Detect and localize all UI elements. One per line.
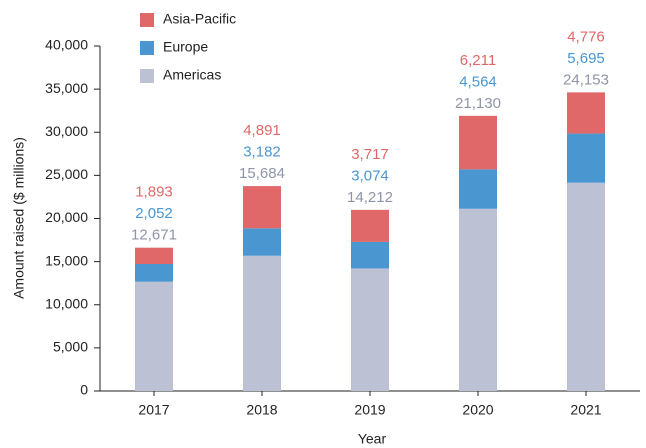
legend-label: Americas (163, 67, 221, 83)
x-tick-label: 2017 (138, 402, 169, 418)
bar-segment (243, 255, 281, 391)
bar-segment (459, 115, 497, 170)
legend-label: Europe (163, 39, 208, 55)
value-label: 12,671 (131, 227, 177, 244)
bar-segment (243, 228, 281, 256)
bar-segment (135, 281, 173, 391)
value-label: 1,893 (135, 184, 173, 201)
value-label: 3,074 (351, 167, 389, 184)
bar-segment (351, 268, 389, 391)
value-label: 5,695 (567, 50, 605, 67)
bar-segment (459, 208, 497, 391)
legend-swatch (140, 41, 154, 55)
value-label: 2,052 (135, 205, 173, 222)
value-label: 24,153 (563, 71, 609, 88)
legend-swatch (140, 13, 154, 27)
value-label: 14,212 (347, 189, 393, 206)
bar-segment (351, 209, 389, 242)
value-label: 4,564 (459, 73, 497, 90)
value-label: 15,684 (239, 165, 285, 182)
y-tick-label: 20,000 (45, 209, 88, 225)
value-label: 4,891 (243, 122, 281, 139)
x-tick-label: 2020 (462, 402, 493, 418)
y-axis-label: Amount raised ($ millions) (11, 137, 27, 299)
y-tick-label: 5,000 (53, 339, 88, 355)
y-tick-label: 0 (80, 382, 88, 398)
x-tick-label: 2018 (246, 402, 277, 418)
bar-segment (459, 169, 497, 209)
value-label: 6,211 (460, 52, 496, 69)
value-label: 3,182 (243, 144, 281, 161)
bar-segment (243, 186, 281, 229)
bar-segment (567, 182, 605, 391)
bar-segment (567, 133, 605, 183)
y-tick-label: 30,000 (45, 123, 88, 139)
legend-swatch (140, 69, 154, 83)
bar-segment (351, 241, 389, 269)
x-tick-label: 2021 (570, 402, 601, 418)
legend-label: Asia-Pacific (163, 11, 236, 27)
value-label: 3,717 (351, 146, 389, 163)
bar-segment (135, 264, 173, 282)
x-axis-label: Year (358, 431, 387, 447)
y-tick-label: 10,000 (45, 295, 88, 311)
y-tick-label: 35,000 (45, 80, 88, 96)
y-tick-label: 40,000 (45, 37, 88, 53)
bar-segment (567, 92, 605, 134)
y-tick-label: 25,000 (45, 166, 88, 182)
y-tick-label: 15,000 (45, 252, 88, 268)
bar-segment (135, 247, 173, 265)
value-label: 21,130 (455, 95, 501, 112)
value-label: 4,776 (567, 28, 605, 45)
x-tick-label: 2019 (354, 402, 385, 418)
